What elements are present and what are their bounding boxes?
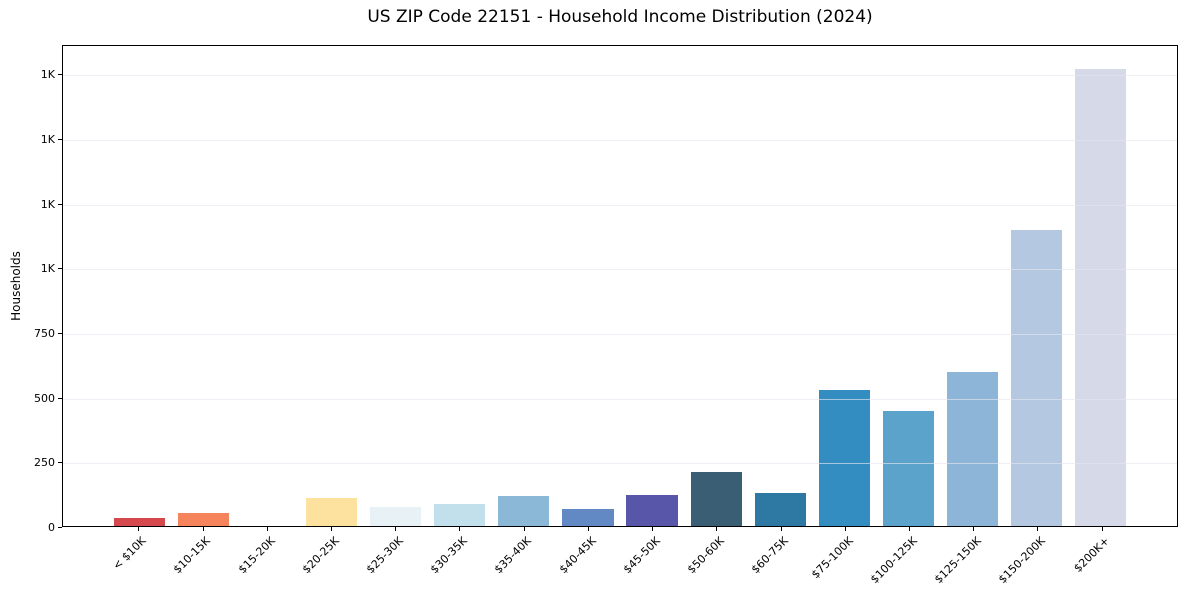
bar: [1010, 229, 1063, 526]
x-tick-mark: [716, 527, 718, 531]
x-tick-label: $125-150K: [931, 534, 984, 587]
y-tick-mark: [58, 74, 62, 76]
bar: [113, 518, 165, 526]
x-tick-mark: [331, 527, 333, 531]
x-tick-mark: [1101, 527, 1103, 531]
x-tick-label: $35-40K: [492, 534, 535, 577]
x-tick-label: $75-100K: [808, 534, 856, 582]
y-tick-label: 500: [34, 391, 55, 405]
x-tick-label: $100-125K: [867, 534, 920, 587]
x-tick-mark: [138, 527, 140, 531]
plot-area: [62, 45, 1178, 527]
x-tick-mark: [652, 527, 654, 531]
x-tick-mark: [587, 527, 589, 531]
y-tick-label: 750: [34, 327, 55, 341]
x-tick-label: < $10K: [110, 534, 149, 573]
bar: [690, 471, 742, 526]
bar: [305, 497, 358, 526]
y-tick-mark: [58, 527, 62, 528]
x-tick-mark: [844, 527, 846, 531]
gridline: [63, 334, 1177, 336]
x-tick-mark: [266, 527, 268, 531]
y-tick-label: 1K: [40, 68, 55, 82]
x-tick-label: $20-25K: [299, 534, 342, 577]
x-tick-mark: [1037, 527, 1039, 531]
bar: [370, 506, 422, 526]
y-axis-label: Households: [9, 251, 23, 321]
y-tick-label: 1K: [40, 133, 55, 147]
y-tick-mark: [58, 139, 62, 141]
bar: [562, 509, 614, 526]
y-tick-mark: [58, 397, 62, 399]
bar: [882, 411, 935, 526]
bar: [434, 504, 486, 526]
bar: [177, 513, 229, 526]
gridline: [63, 140, 1177, 142]
x-tick-mark: [202, 527, 204, 531]
x-tick-mark: [459, 527, 461, 531]
bar: [946, 371, 999, 526]
bar: [626, 495, 678, 526]
bar: [818, 389, 870, 526]
gridline: [63, 75, 1177, 77]
x-tick-label: $60-75K: [749, 534, 792, 577]
y-tick-mark: [58, 268, 62, 270]
gridline: [63, 204, 1177, 206]
x-tick-label: $10-15K: [171, 534, 214, 577]
x-tick-mark: [523, 527, 525, 531]
x-tick-mark: [908, 527, 910, 531]
x-tick-mark: [395, 527, 397, 531]
y-tick-label: 1K: [40, 262, 55, 276]
gridline: [63, 269, 1177, 271]
y-tick-mark: [58, 333, 62, 335]
gridline: [63, 463, 1177, 465]
x-tick-label: $15-20K: [235, 534, 278, 577]
x-tick-label: $40-45K: [556, 534, 599, 577]
x-tick-label: $25-30K: [363, 534, 406, 577]
y-tick-label: 0: [48, 521, 55, 534]
x-tick-mark: [973, 527, 975, 531]
y-tick-label: 250: [34, 456, 55, 470]
bar: [1075, 68, 1127, 526]
x-tick-label: $45-50K: [620, 534, 663, 577]
x-tick-mark: [780, 527, 782, 531]
y-tick-mark: [58, 203, 62, 205]
y-tick-mark: [58, 462, 62, 464]
gridline: [63, 398, 1177, 400]
chart-title: US ZIP Code 22151 - Household Income Dis…: [367, 7, 873, 27]
x-tick-label: $30-35K: [428, 534, 470, 577]
bar: [754, 492, 806, 526]
x-tick-label: $150-200K: [996, 534, 1048, 587]
x-tick-label: $50-60K: [684, 534, 727, 577]
y-tick-label: 1K: [40, 197, 55, 211]
x-tick-label: $200K+: [1071, 534, 1113, 575]
bar: [498, 496, 550, 526]
